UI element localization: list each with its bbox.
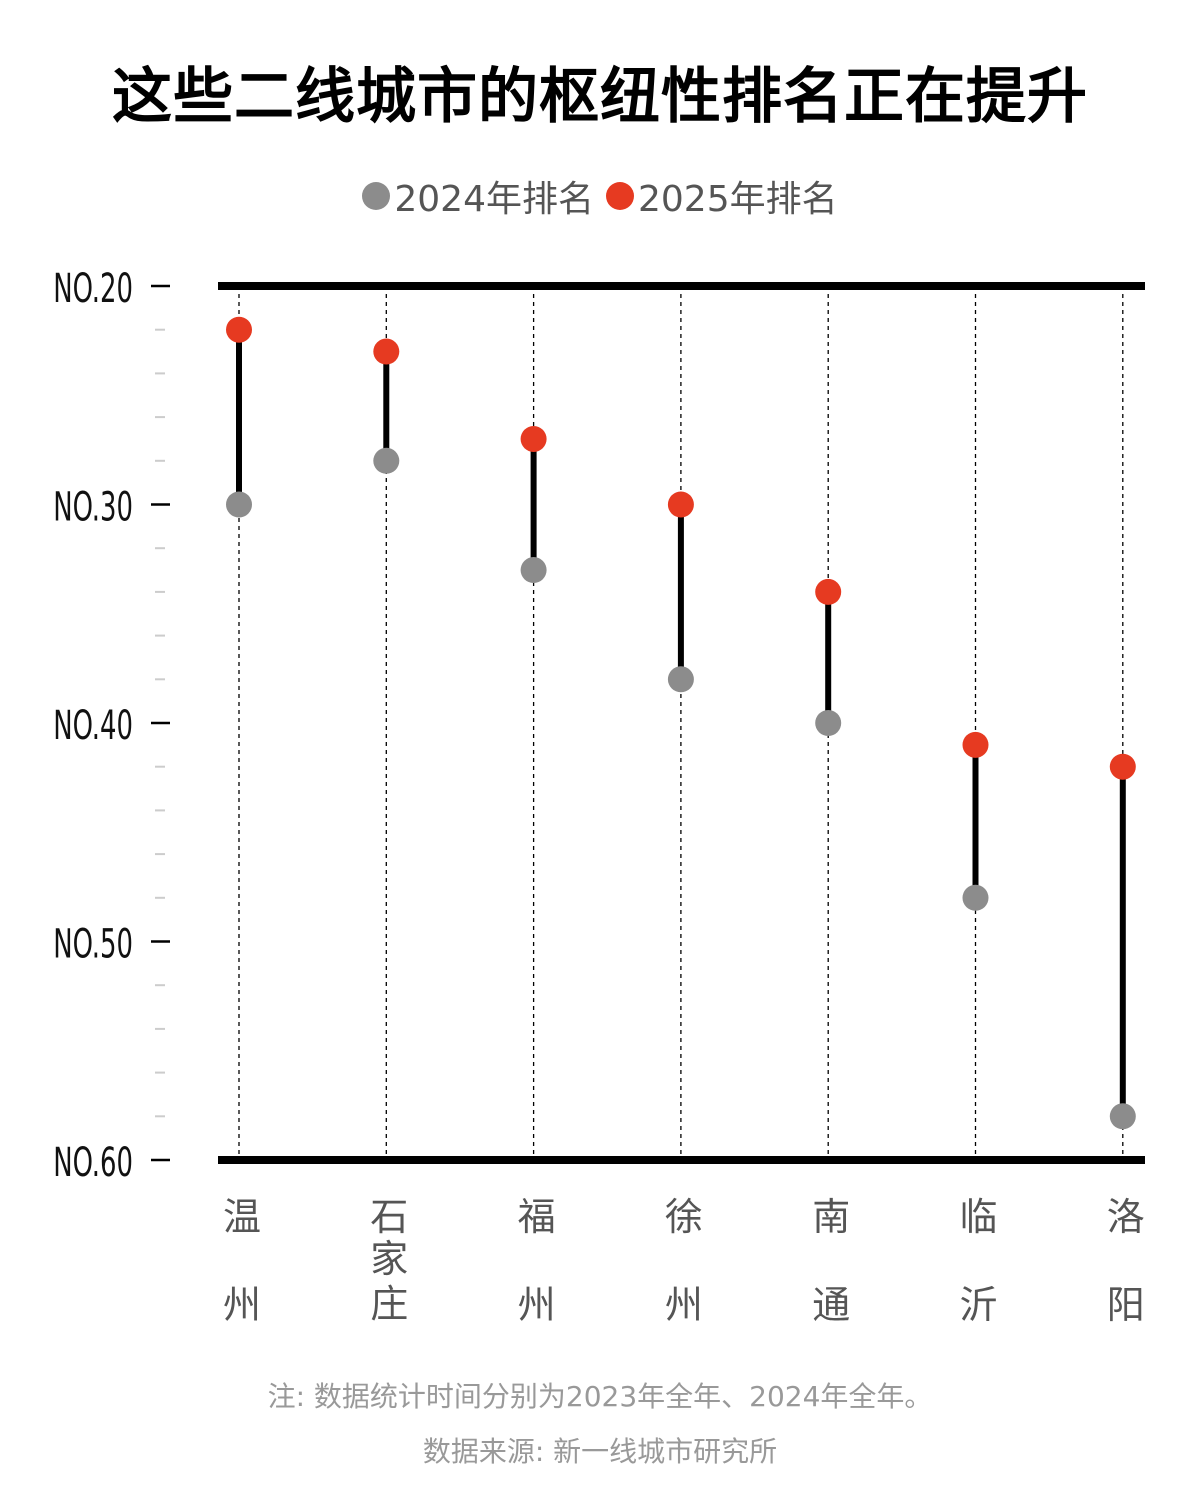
category-label: 州	[665, 1283, 703, 1327]
point-2024	[667, 666, 694, 693]
point-2025	[815, 578, 842, 605]
point-2024	[373, 447, 400, 474]
legend-item-2025: 2025年排名	[606, 170, 838, 222]
point-2025	[226, 316, 252, 343]
point-2025	[667, 491, 694, 518]
category-label: 福	[518, 1195, 556, 1239]
point-2024	[962, 884, 989, 911]
category-label: 临	[959, 1195, 997, 1239]
legend-item-2024: 2024年排名	[362, 170, 594, 222]
legend-label-2024: 2024年排名	[394, 179, 594, 220]
chart-title: 这些二线城市的枢纽性排名正在提升	[112, 62, 1088, 132]
y-tick-label: NO.30	[53, 485, 133, 531]
y-tick-label: NO.60	[53, 1140, 133, 1186]
point-2025	[962, 731, 989, 758]
legend: 2024年排名 2025年排名	[0, 170, 1200, 222]
point-2024	[1109, 1103, 1136, 1130]
point-2025	[1109, 753, 1136, 780]
category-label: 州	[518, 1283, 556, 1327]
category-label: 家	[370, 1237, 408, 1281]
category-label: 温	[223, 1195, 261, 1239]
category-label: 通	[812, 1283, 850, 1327]
y-tick-label: NO.20	[53, 266, 133, 312]
y-tick-label: NO.50	[53, 922, 133, 968]
category-label: 洛	[1107, 1195, 1145, 1239]
source-note: 数据来源: 新一线城市研究所	[422, 1435, 778, 1468]
point-2024	[226, 491, 252, 518]
category-label: 徐	[665, 1195, 703, 1239]
y-tick-label: NO.40	[53, 703, 133, 749]
point-2025	[520, 425, 547, 452]
category-label: 阳	[1107, 1283, 1145, 1327]
category-label: 州	[223, 1283, 261, 1327]
point-2024	[520, 557, 547, 584]
point-2025	[373, 338, 400, 365]
legend-marker-2025	[606, 182, 634, 210]
category-label: 南	[812, 1195, 850, 1239]
category-label: 沂	[959, 1283, 997, 1327]
category-label: 石	[370, 1195, 408, 1239]
category-label: 庄	[370, 1282, 408, 1326]
footnote: 注: 数据统计时间分别为2023年全年、2024年全年。	[267, 1380, 933, 1413]
legend-label-2025: 2025年排名	[638, 179, 838, 220]
legend-marker-2024	[362, 182, 391, 210]
point-2024	[815, 710, 842, 736]
